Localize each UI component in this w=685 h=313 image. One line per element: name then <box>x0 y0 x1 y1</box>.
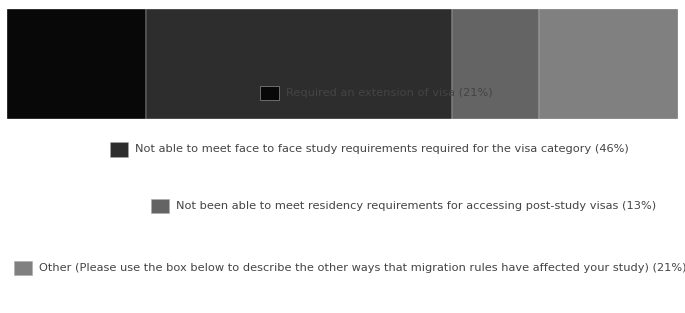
Bar <box>7 9 147 119</box>
Text: Not able to meet face to face study requirements required for the visa category : Not able to meet face to face study requ… <box>135 145 629 154</box>
Bar <box>147 9 452 119</box>
Bar <box>538 9 678 119</box>
Text: Not been able to meet residency requirements for accessing post-study visas (13%: Not been able to meet residency requirem… <box>176 201 656 211</box>
Text: Required an extension of visa (21%): Required an extension of visa (21%) <box>286 88 493 98</box>
Text: Other (Please use the box below to describe the other ways that migration rules : Other (Please use the box below to descr… <box>39 264 685 273</box>
Bar <box>452 9 538 119</box>
